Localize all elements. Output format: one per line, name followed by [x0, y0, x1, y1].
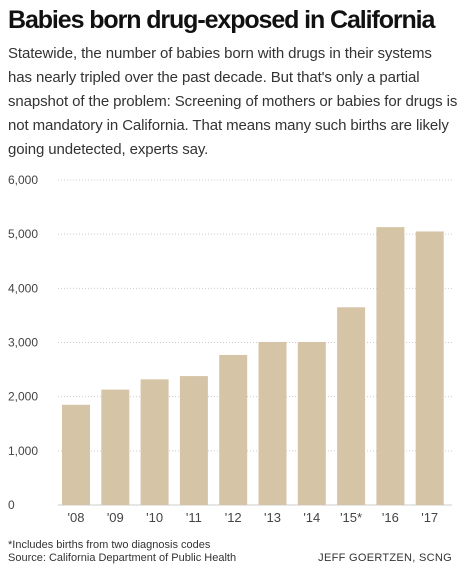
y-tick-label: 2,000: [8, 390, 38, 404]
y-tick-label: 0: [8, 498, 15, 512]
bar: [140, 379, 169, 505]
x-tick-label: '12: [225, 510, 242, 525]
x-tick-label: '17: [421, 510, 438, 525]
chart-subtitle: Statewide, the number of babies born wit…: [8, 45, 458, 158]
y-tick-label: 6,000: [8, 173, 38, 187]
y-tick-label: 1,000: [8, 444, 38, 458]
bar: [101, 389, 130, 505]
bar: [415, 231, 444, 506]
x-tick-label: '15*: [340, 510, 362, 525]
footnote: *Includes births from two diagnosis code…: [8, 539, 211, 551]
y-tick-label: 5,000: [8, 227, 38, 241]
chart-title: Babies born drug-exposed in California: [8, 6, 435, 34]
x-tick-label: '10: [146, 510, 163, 525]
y-tick-label: 4,000: [8, 281, 38, 295]
x-tick-label: '14: [303, 510, 320, 525]
bar: [62, 404, 90, 505]
bar: [337, 307, 366, 505]
credit: JEFF GOERTZEN, SCNG: [318, 552, 452, 564]
x-tick-label: '16: [382, 510, 399, 525]
x-tick-label: '09: [107, 510, 124, 525]
bar: [297, 341, 326, 505]
bar: [179, 376, 208, 505]
y-tick-label: 3,000: [8, 336, 38, 350]
bar: [219, 354, 248, 505]
footnote-block: *Includes births from two diagnosis code…: [8, 539, 236, 565]
x-tick-label: '08: [68, 510, 85, 525]
x-tick-label: '13: [264, 510, 281, 525]
x-tick-label: '11: [186, 510, 202, 525]
source-line: Source: California Department of Public …: [8, 552, 237, 564]
bar: [376, 227, 405, 505]
bar: [258, 341, 287, 505]
